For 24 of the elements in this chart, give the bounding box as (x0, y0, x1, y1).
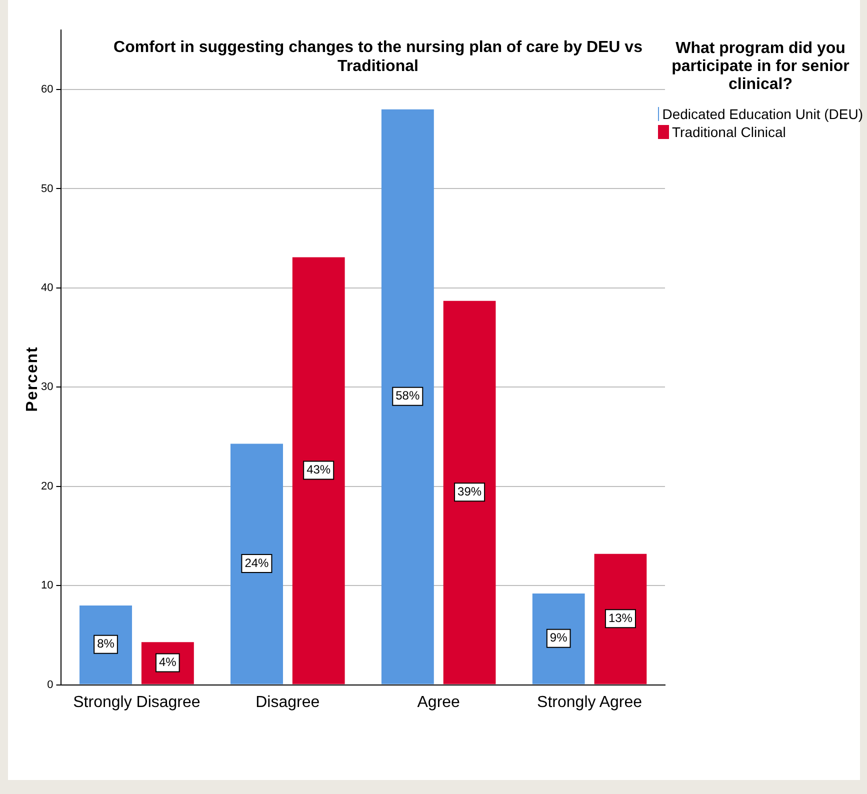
x-tick-label: Strongly Disagree (73, 694, 200, 711)
y-tick-label: 40 (40, 282, 54, 294)
y-tick-label: 30 (40, 381, 54, 394)
y-tick-label: 20 (40, 480, 54, 492)
data-label: 43% (306, 462, 331, 477)
x-tick-label: Agree (417, 694, 460, 711)
data-label: 8% (97, 636, 115, 651)
data-label: 9% (550, 630, 568, 645)
data-label: 24% (244, 556, 270, 570)
data-label: 58% (396, 388, 420, 403)
data-label: 39% (458, 484, 482, 498)
y-tick-label: 10 (40, 580, 54, 592)
y-axis-title: Percent (24, 346, 42, 412)
x-tick-label: Strongly Agree (537, 694, 642, 711)
legend-label: Traditional Clinical (672, 124, 786, 140)
y-tick-label: 50 (40, 182, 54, 195)
y-tick-label: 0 (47, 678, 54, 691)
data-label: 13% (608, 610, 633, 625)
legend-label: Dedicated Education Unit (DEU) (662, 106, 863, 122)
legend-title: What program did you participate in for senior clinical? (670, 40, 850, 94)
text: Comfort in suggesting changes to the nursing plan of care by DEU vs Traditional (112, 38, 644, 76)
x-tick-label: Disagree (256, 694, 320, 711)
data-label: 4% (158, 655, 177, 670)
y-tick-label: 60 (40, 84, 54, 96)
